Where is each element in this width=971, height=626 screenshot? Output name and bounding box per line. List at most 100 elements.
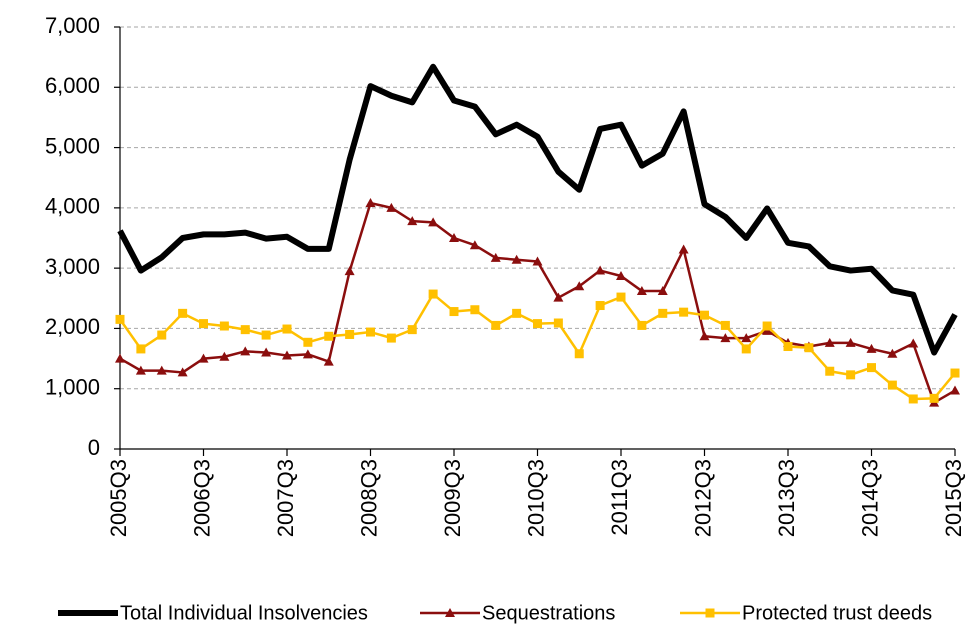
- data-point: [491, 320, 501, 330]
- data-point: [240, 346, 251, 356]
- data-point: [532, 256, 543, 266]
- data-point: [261, 330, 271, 340]
- data-point: [261, 347, 272, 357]
- data-point: [198, 353, 209, 363]
- data-point: [616, 292, 626, 302]
- data-point: [595, 265, 606, 275]
- data-point: [386, 202, 397, 212]
- data-point: [470, 305, 480, 315]
- data-point: [846, 370, 856, 380]
- y-tick-label: 3,000: [45, 254, 100, 279]
- data-point: [219, 351, 230, 361]
- data-point: [178, 308, 188, 318]
- data-point: [553, 318, 563, 328]
- data-point: [887, 348, 898, 358]
- data-point: [386, 333, 396, 343]
- data-point: [741, 333, 752, 343]
- legend-marker: [705, 608, 715, 618]
- data-point: [365, 198, 376, 208]
- data-point: [700, 310, 709, 320]
- legend-label: Protected trust deeds: [742, 602, 932, 624]
- data-point: [282, 324, 292, 334]
- data-point: [199, 319, 208, 329]
- x-tick-label: 2010Q3: [523, 459, 548, 537]
- x-tick-label: 2006Q3: [189, 459, 214, 537]
- data-point: [366, 327, 375, 337]
- data-point: [825, 366, 835, 376]
- data-point: [804, 343, 814, 353]
- data-point: [867, 363, 876, 373]
- data-point: [428, 289, 438, 299]
- y-tick-label: 2,000: [45, 314, 100, 339]
- x-tick-label: 2008Q3: [356, 459, 381, 537]
- data-point: [512, 308, 522, 318]
- data-point: [449, 233, 459, 242]
- x-tick-label: 2015Q3: [941, 459, 966, 537]
- data-point: [511, 254, 522, 264]
- data-point: [240, 325, 250, 335]
- data-point: [950, 368, 960, 378]
- data-point: [323, 356, 334, 366]
- data-point: [219, 321, 229, 331]
- data-point: [449, 307, 459, 317]
- data-point: [762, 321, 772, 331]
- x-tick-label: 2005Q3: [106, 459, 131, 537]
- data-point: [302, 349, 313, 359]
- data-point: [177, 367, 188, 377]
- legend-marker: [445, 608, 455, 617]
- data-point: [679, 307, 689, 317]
- data-point: [282, 350, 292, 360]
- data-point: [720, 333, 731, 343]
- x-tick-label: 2013Q3: [774, 459, 799, 537]
- data-point: [866, 343, 877, 353]
- data-point: [720, 320, 730, 330]
- data-point: [699, 331, 710, 341]
- data-point: [345, 329, 355, 339]
- data-point: [553, 292, 564, 302]
- y-tick-label: 5,000: [45, 133, 100, 158]
- data-point: [929, 393, 939, 403]
- data-point: [428, 217, 439, 227]
- data-point: [636, 286, 647, 296]
- data-point: [344, 266, 355, 276]
- y-tick-label: 4,000: [45, 194, 100, 219]
- data-point: [136, 344, 146, 354]
- data-point: [658, 308, 668, 318]
- data-point: [135, 365, 146, 375]
- y-tick-label: 0: [88, 435, 100, 460]
- data-point: [741, 344, 751, 354]
- data-point: [407, 216, 418, 226]
- data-point: [887, 380, 897, 390]
- data-point: [574, 349, 584, 359]
- data-point: [115, 353, 125, 363]
- y-tick-label: 6,000: [45, 73, 100, 98]
- data-point: [616, 270, 626, 280]
- data-point: [908, 338, 919, 348]
- x-tick-label: 2007Q3: [273, 459, 298, 537]
- y-tick-label: 1,000: [45, 375, 100, 400]
- data-point: [845, 337, 856, 347]
- x-tick-label: 2014Q3: [857, 459, 882, 537]
- data-point: [678, 244, 689, 254]
- data-point: [950, 385, 960, 395]
- data-point: [824, 337, 835, 347]
- legend-label: Total Individual Insolvencies: [120, 602, 368, 624]
- data-point: [115, 314, 125, 324]
- data-point: [469, 240, 480, 250]
- x-tick-label: 2009Q3: [440, 459, 465, 537]
- data-point: [156, 365, 167, 375]
- data-point: [407, 325, 417, 335]
- series-line: [117, 63, 958, 356]
- data-point: [324, 331, 334, 341]
- x-tick-label: 2011Q3: [607, 459, 632, 536]
- data-point: [157, 330, 167, 340]
- data-point: [783, 342, 793, 352]
- data-point: [303, 337, 313, 347]
- data-point: [533, 319, 542, 329]
- data-point: [637, 320, 647, 330]
- data-point: [595, 301, 605, 311]
- data-point: [490, 252, 501, 262]
- data-point: [908, 394, 918, 404]
- legend-label: Sequestrations: [482, 602, 615, 624]
